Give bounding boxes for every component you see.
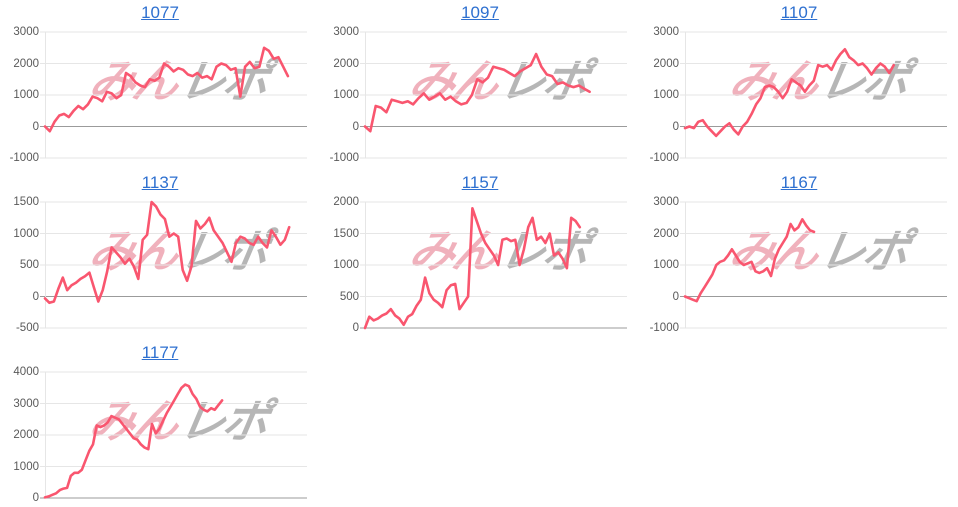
chart-title-row: 1097 bbox=[320, 0, 640, 28]
chart-canvas bbox=[360, 31, 627, 159]
y-tick-label: 2000 bbox=[653, 227, 679, 240]
y-tick-label: -1000 bbox=[9, 152, 39, 164]
machine-number-link[interactable]: 1077 bbox=[141, 3, 179, 22]
y-tick-label: 3000 bbox=[333, 26, 359, 38]
y-axis-labels: 3000 2000 1000 0 -1000 bbox=[640, 26, 685, 164]
y-tick-label: 1500 bbox=[333, 227, 359, 240]
plot-area: 2000 1500 1000 500 0 みんレポ bbox=[320, 196, 627, 334]
y-tick-label: 4000 bbox=[13, 366, 39, 378]
y-tick-label: 1500 bbox=[13, 196, 39, 208]
chart-canvas bbox=[360, 201, 627, 330]
chart-title-row: 1107 bbox=[640, 0, 958, 28]
machine-number-link[interactable]: 1167 bbox=[780, 173, 818, 192]
chart-panel-4: 1137 1500 1000 500 0 -500 みんレポ bbox=[0, 170, 320, 340]
chart-canvas bbox=[40, 371, 307, 499]
y-tick-label: 1000 bbox=[653, 89, 679, 101]
y-tick-label: 0 bbox=[32, 120, 39, 133]
y-tick-label: 1000 bbox=[333, 259, 359, 271]
y-axis-labels: 3000 2000 1000 0 -1000 bbox=[640, 196, 685, 334]
y-tick-label: 500 bbox=[339, 290, 359, 303]
y-tick-label: 3000 bbox=[653, 26, 679, 38]
y-axis-labels: 3000 2000 1000 0 -1000 bbox=[0, 26, 45, 164]
chart-canvas bbox=[680, 31, 947, 159]
line-plot: みんレポ bbox=[680, 201, 947, 329]
y-tick-label: 3000 bbox=[13, 26, 39, 38]
y-tick-label: 1000 bbox=[13, 227, 39, 240]
y-tick-label: 1000 bbox=[13, 89, 39, 101]
chart-panel-3: 1107 3000 2000 1000 0 -1000 みんレポ bbox=[640, 0, 958, 170]
line-plot: みんレポ bbox=[40, 200, 307, 329]
empty-cell bbox=[320, 340, 640, 507]
y-axis-labels: 4000 3000 2000 1000 0 bbox=[0, 366, 45, 504]
y-tick-label: 3000 bbox=[13, 397, 39, 410]
chart-panel-1: 1077 3000 2000 1000 0 -1000 みんレポ bbox=[0, 0, 320, 170]
y-tick-label: 2000 bbox=[13, 57, 39, 70]
y-axis-labels: 1500 1000 500 0 -500 bbox=[0, 196, 45, 334]
chart-title-row: 1167 bbox=[640, 170, 958, 198]
plot-area: 3000 2000 1000 0 -1000 みんレポ bbox=[640, 26, 947, 164]
y-tick-label: 500 bbox=[19, 259, 39, 271]
plot-area: 1500 1000 500 0 -500 みんレポ bbox=[0, 196, 307, 334]
plot-area: 3000 2000 1000 0 -1000 みんレポ bbox=[320, 26, 627, 164]
machine-number-link[interactable]: 1157 bbox=[461, 173, 499, 192]
y-tick-label: 0 bbox=[352, 322, 359, 334]
plot-area: 4000 3000 2000 1000 0 みんレポ bbox=[0, 366, 307, 504]
y-axis-labels: 2000 1500 1000 500 0 bbox=[320, 196, 365, 334]
y-tick-label: 1000 bbox=[653, 259, 679, 271]
y-tick-label: 2000 bbox=[13, 429, 39, 441]
chart-canvas bbox=[40, 31, 307, 159]
y-tick-label: 2000 bbox=[333, 196, 359, 208]
y-tick-label: -1000 bbox=[649, 322, 679, 334]
y-tick-label: 0 bbox=[352, 120, 359, 133]
machine-number-link[interactable]: 1137 bbox=[141, 173, 179, 192]
line-plot: みんレポ bbox=[40, 371, 307, 499]
y-tick-label: 0 bbox=[672, 120, 679, 133]
y-tick-label: 2000 bbox=[653, 57, 679, 70]
y-tick-label: -1000 bbox=[329, 152, 359, 164]
plot-area: 3000 2000 1000 0 -1000 みんレポ bbox=[640, 196, 947, 334]
chart-panel-2: 1097 3000 2000 1000 0 -1000 みんレポ bbox=[320, 0, 640, 170]
chart-title-row: 1157 bbox=[320, 170, 640, 198]
y-tick-label: 0 bbox=[32, 290, 39, 303]
y-tick-label: 2000 bbox=[333, 57, 359, 70]
y-tick-label: 0 bbox=[32, 492, 39, 504]
y-axis-labels: 3000 2000 1000 0 -1000 bbox=[320, 26, 365, 164]
machine-number-link[interactable]: 1107 bbox=[780, 3, 818, 22]
y-tick-label: 1000 bbox=[333, 89, 359, 101]
line-plot: みんレポ bbox=[360, 31, 627, 159]
plot-area: 3000 2000 1000 0 -1000 みんレポ bbox=[0, 26, 307, 164]
chart-panel-7: 1177 4000 3000 2000 1000 0 みんレポ bbox=[0, 340, 320, 507]
line-plot: みんレポ bbox=[680, 31, 947, 159]
chart-canvas bbox=[680, 201, 947, 329]
y-tick-label: -500 bbox=[15, 322, 39, 334]
chart-panel-5: 1157 2000 1500 1000 500 0 みんレポ bbox=[320, 170, 640, 340]
y-tick-label: 3000 bbox=[653, 196, 679, 208]
line-plot: みんレポ bbox=[360, 201, 627, 330]
machine-number-link[interactable]: 1097 bbox=[461, 3, 499, 22]
chart-panel-6: 1167 3000 2000 1000 0 -1000 みんレポ bbox=[640, 170, 958, 340]
chart-title-row: 1177 bbox=[0, 340, 320, 368]
line-plot: みんレポ bbox=[40, 31, 307, 159]
empty-cell bbox=[640, 340, 958, 507]
machine-number-link[interactable]: 1177 bbox=[141, 343, 179, 362]
y-tick-label: -1000 bbox=[649, 152, 679, 164]
y-tick-label: 1000 bbox=[13, 460, 39, 473]
chart-title-row: 1137 bbox=[0, 170, 320, 198]
chart-title-row: 1077 bbox=[0, 0, 320, 28]
chart-canvas bbox=[40, 200, 307, 329]
y-tick-label: 0 bbox=[672, 290, 679, 303]
